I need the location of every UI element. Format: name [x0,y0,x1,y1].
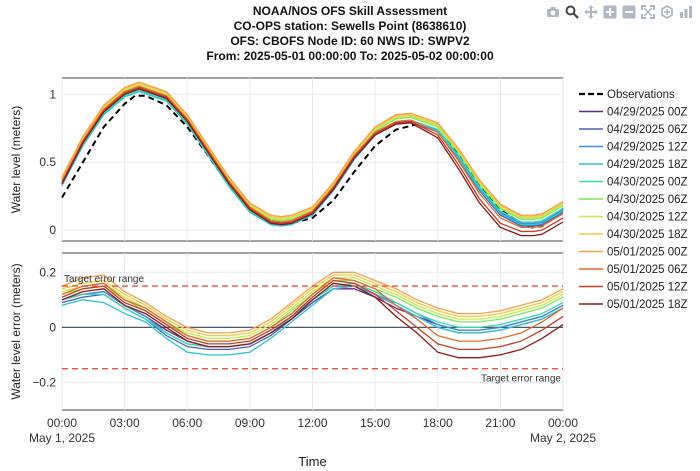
chart-subtitle-daterange: From: 2025-05-01 00:00:00 To: 2025-05-02… [206,49,494,63]
x-tick-label: 12:00 [297,416,327,430]
x-tick-label: 03:00 [110,416,140,430]
legend-label: 05/01/2025 06Z [607,264,688,276]
series-line [61,88,564,237]
y-tick-label: 0.5 [39,155,56,169]
legend-label: 04/30/2025 18Z [607,229,688,241]
series-line [61,279,564,351]
series-line [61,274,564,337]
x-tick-label: 15:00 [360,416,390,430]
series-line [61,81,564,218]
legend: Observations 04/29/2025 00Z 04/29/2025 06Z… [579,89,688,311]
y-tick-label: 0 [49,223,56,237]
legend-label: 04/29/2025 00Z [607,107,688,119]
x-tick-label: 00:00 [47,416,77,430]
zoom-out-icon[interactable] [621,4,637,20]
series-line [61,285,564,356]
legend-label: 04/30/2025 12Z [607,212,688,224]
series-line [61,85,564,229]
x-tick-label: 18:00 [423,416,453,430]
zoom-icon[interactable] [564,4,580,20]
series-line [61,84,564,220]
y-axis-label: Water level (meters) [9,106,23,214]
series-line [61,282,564,359]
target-range-annotation: Target error range [481,374,561,385]
error-panel: −0.2 0 0.2 Target error range Target error r… [9,252,564,411]
legend-label: 04/29/2025 06Z [607,124,688,136]
plotly-logo-icon[interactable] [678,4,694,20]
x-axis-label: Time [298,454,326,469]
chart-subtitle-ofs: OFS: CBOFS Node ID: 60 NWS ID: SWPV2 [230,34,470,48]
reset-axes-icon[interactable] [659,4,675,20]
y-tick-label: 0 [49,320,56,334]
y-axis-label: Water level error (meters) [9,263,23,399]
x-tick-label: 00:00 [548,416,578,430]
water-level-panel: 0 0.5 1 Water level (meters) [9,77,564,242]
x-axis: 00:00 03:00 06:00 09:00 12:00 15:00 18:00 21:00… [29,416,596,469]
series-line [61,82,564,219]
x-date-label: May 1, 2025 [29,431,95,445]
chart-subtitle-station: CO-OPS station: Sewells Point (8638610) [233,19,467,33]
series-line [61,86,564,233]
camera-icon[interactable] [545,4,561,20]
legend-label: Observations [607,89,675,101]
x-tick-label: 09:00 [235,416,265,430]
chart-title-block: NOAA/NOS OFS Skill Assessment CO-OPS sta… [0,4,700,64]
legend-label: 05/01/2025 18Z [607,299,688,311]
target-range-annotation: Target error range [64,274,144,285]
x-tick-label: 06:00 [172,416,202,430]
autoscale-icon[interactable] [640,4,656,20]
x-date-label: May 2, 2025 [530,431,596,445]
y-tick-label: 1 [49,87,56,101]
chart-title: NOAA/NOS OFS Skill Assessment [252,4,448,18]
pan-icon[interactable] [583,4,599,20]
y-tick-label: −0.2 [32,375,56,389]
series-line [61,90,564,227]
zoom-in-icon[interactable] [602,4,618,20]
legend-label: 04/30/2025 06Z [607,194,688,206]
x-tick-label: 21:00 [485,416,515,430]
series-line [61,277,564,342]
legend-label: 05/01/2025 12Z [607,282,688,294]
legend-label: 04/29/2025 18Z [607,159,688,171]
legend-label: 04/29/2025 12Z [607,142,688,154]
legend-label: 05/01/2025 00Z [607,247,688,259]
plot-modebar [545,4,694,20]
y-tick-label: 0.2 [39,265,56,279]
legend-label: 04/30/2025 00Z [607,177,688,189]
